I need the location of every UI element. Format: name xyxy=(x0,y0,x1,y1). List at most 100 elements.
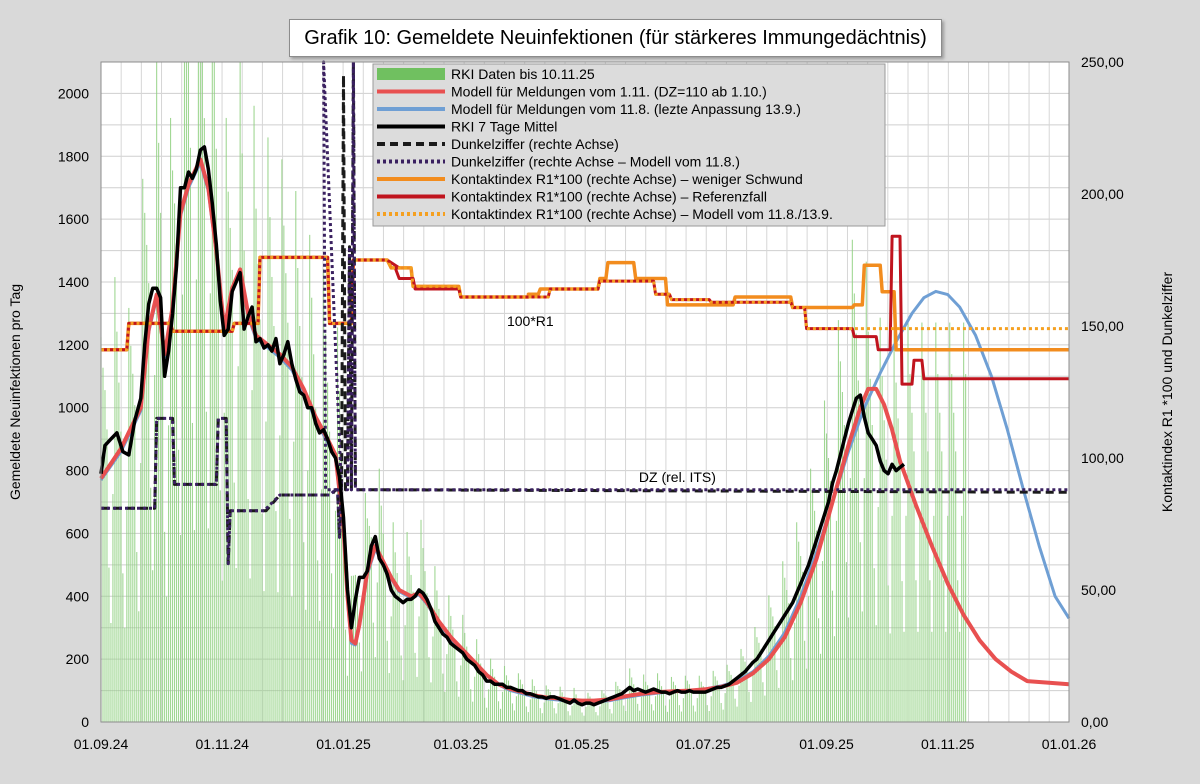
daily-bar xyxy=(177,449,180,722)
daily-bar xyxy=(949,322,951,722)
x-tick-label: 01.03.25 xyxy=(434,736,489,752)
daily-bar xyxy=(436,590,438,722)
daily-bar xyxy=(362,606,364,722)
legend-label: RKI 7 Tage Mittel xyxy=(451,119,557,135)
daily-bar xyxy=(416,676,418,722)
daily-bar xyxy=(555,713,557,722)
y-left-tick-label: 1400 xyxy=(58,274,89,290)
daily-bar xyxy=(569,715,571,722)
daily-bar xyxy=(150,487,152,722)
daily-bar xyxy=(497,701,500,722)
daily-bar xyxy=(951,374,953,722)
daily-bar xyxy=(181,294,184,722)
daily-bar xyxy=(889,633,891,722)
daily-bar xyxy=(766,659,768,722)
daily-bar xyxy=(764,695,766,722)
daily-bar xyxy=(965,374,967,722)
daily-bar xyxy=(400,655,402,722)
daily-bar xyxy=(374,657,376,722)
daily-bar xyxy=(851,239,853,722)
daily-bar xyxy=(217,250,219,722)
daily-bar xyxy=(255,208,257,723)
daily-bar xyxy=(120,431,122,722)
daily-bar xyxy=(760,649,762,722)
daily-bar xyxy=(609,709,611,722)
daily-bar xyxy=(853,293,855,722)
daily-bar xyxy=(919,515,921,722)
daily-bar xyxy=(619,689,621,722)
daily-bar xyxy=(132,373,134,722)
daily-bar xyxy=(825,433,828,722)
daily-bar xyxy=(959,631,961,722)
daily-bar xyxy=(221,580,223,722)
daily-bar xyxy=(382,533,384,722)
daily-bar xyxy=(863,478,865,722)
daily-bar xyxy=(742,656,744,722)
daily-bar xyxy=(557,703,559,722)
daily-bar xyxy=(587,692,589,722)
daily-bar xyxy=(955,451,957,722)
daily-bar xyxy=(152,570,154,722)
legend-label: Modell für Meldungen vom 11.8. (lezte An… xyxy=(451,101,801,117)
daily-bar xyxy=(698,675,700,722)
daily-bar xyxy=(744,661,746,722)
daily-bar xyxy=(879,317,881,722)
daily-bar xyxy=(637,703,639,722)
daily-bar xyxy=(800,556,802,722)
x-tick-label: 01.09.25 xyxy=(799,736,854,752)
daily-bar xyxy=(680,711,682,722)
daily-bar xyxy=(521,684,523,722)
daily-bar xyxy=(676,689,678,722)
daily-bar xyxy=(651,704,653,722)
daily-bar xyxy=(146,244,148,722)
daily-bar xyxy=(688,684,690,722)
daily-bar xyxy=(945,631,947,722)
daily-bar xyxy=(175,243,178,722)
daily-bar xyxy=(511,703,513,722)
y-left-tick-label: 2000 xyxy=(58,85,89,101)
daily-bar xyxy=(346,675,349,722)
daily-bar xyxy=(583,715,585,722)
daily-bar xyxy=(581,712,583,722)
daily-bar xyxy=(605,695,607,722)
daily-bar xyxy=(219,490,221,722)
daily-bar xyxy=(247,499,249,722)
daily-bar xyxy=(627,695,629,722)
daily-bar xyxy=(625,711,627,722)
daily-bar xyxy=(295,191,297,722)
daily-bar xyxy=(720,702,722,722)
daily-bar xyxy=(549,691,551,722)
daily-bar xyxy=(531,679,533,722)
daily-bar xyxy=(682,698,684,722)
daily-bar xyxy=(484,697,486,722)
annotation-label: DZ (rel. ITS) xyxy=(639,469,716,485)
daily-bar xyxy=(303,542,305,722)
daily-bar xyxy=(728,671,730,722)
daily-bar xyxy=(271,276,273,722)
daily-bar xyxy=(490,658,492,722)
daily-bar xyxy=(915,580,917,722)
daily-bar xyxy=(482,672,484,722)
daily-bar xyxy=(748,691,750,722)
daily-bar xyxy=(364,493,366,722)
daily-bar xyxy=(929,580,931,722)
daily-bar xyxy=(857,380,859,722)
daily-bar xyxy=(468,657,470,722)
daily-bar xyxy=(831,590,834,722)
daily-bar xyxy=(617,685,619,722)
daily-bar xyxy=(611,713,613,722)
daily-bar xyxy=(122,573,124,722)
daily-bar xyxy=(496,682,498,722)
daily-bar xyxy=(804,640,806,722)
daily-bar xyxy=(245,302,247,722)
daily-bar xyxy=(499,708,502,722)
daily-bar xyxy=(686,680,688,722)
daily-bar xyxy=(309,234,311,722)
daily-bar xyxy=(327,382,329,722)
daily-bar xyxy=(784,577,786,722)
daily-bar xyxy=(539,708,541,722)
daily-bar xyxy=(179,535,182,722)
daily-bar xyxy=(434,566,436,722)
daily-bar xyxy=(845,562,847,722)
y-right-tick-label: 50,00 xyxy=(1081,582,1116,598)
